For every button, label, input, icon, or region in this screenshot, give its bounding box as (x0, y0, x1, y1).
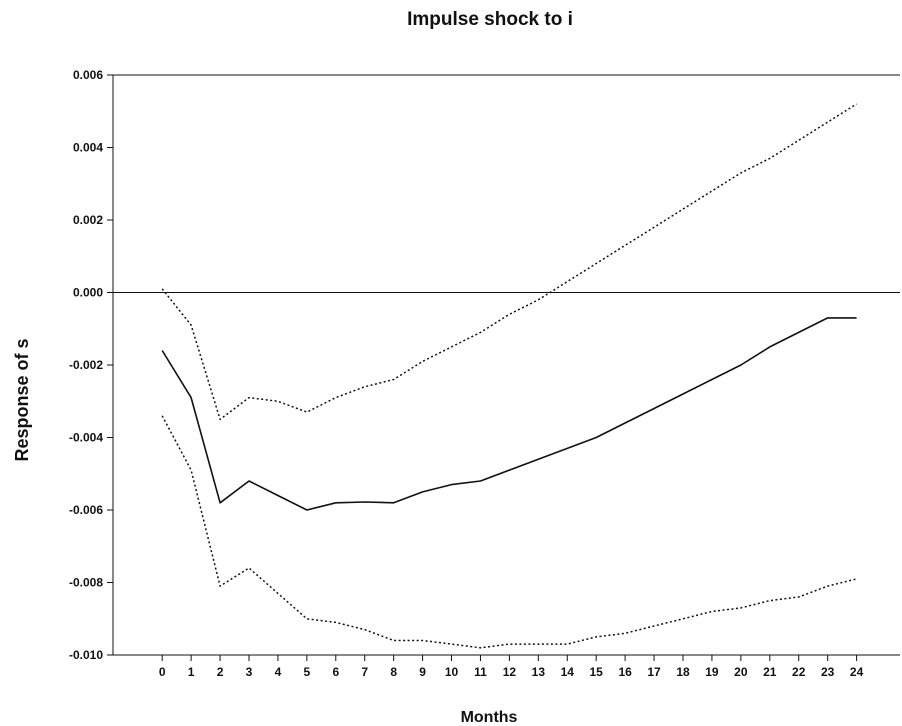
chart-title: Impulse shock to i (407, 9, 573, 30)
x-tick-label: 18 (676, 665, 690, 679)
x-tick-label: 11 (474, 665, 487, 679)
x-tick-label: 21 (763, 665, 777, 679)
axes: 0.006 0.004 0.002 0.000 -0.002 -0.004 -0.006 -0… (69, 68, 900, 679)
x-tick-label: 10 (445, 665, 459, 679)
x-tick-label: 13 (532, 665, 546, 679)
series-upper-band (161, 103, 857, 421)
y-axis-label: Response of s (12, 338, 32, 461)
y-tick-label: 0.000 (73, 286, 103, 300)
series-layer (161, 103, 857, 649)
y-tick-label: -0.006 (69, 503, 103, 517)
x-tick-label: 0 (159, 665, 166, 679)
x-tick-label: 19 (705, 665, 719, 679)
x-tick-label: 23 (821, 665, 835, 679)
x-tick-label: 22 (792, 665, 806, 679)
y-tick-label: 0.004 (73, 141, 103, 155)
x-tick-label: 1 (188, 665, 195, 679)
x-tick-label: 15 (590, 665, 604, 679)
y-tick-label: -0.004 (69, 431, 103, 445)
x-tick-label: 12 (503, 665, 517, 679)
series-lower-band (161, 415, 857, 649)
x-tick-label: 20 (734, 665, 748, 679)
y-tick-label: 0.006 (73, 68, 103, 82)
x-tick-label: 16 (618, 665, 632, 679)
y-tick-label: -0.010 (69, 648, 103, 662)
x-tick-label: 6 (332, 665, 339, 679)
y-tick-label: 0.002 (73, 213, 103, 227)
x-axis-label: Months (461, 709, 518, 726)
x-tick-label: 14 (561, 665, 575, 679)
x-tick-label: 8 (390, 665, 397, 679)
x-tick-label: 9 (419, 665, 426, 679)
x-tick-label: 4 (275, 665, 282, 679)
y-tick-label: -0.008 (69, 576, 103, 590)
x-tick-label: 7 (361, 665, 368, 679)
y-tick-label: -0.002 (69, 358, 103, 372)
x-tick-label: 2 (217, 665, 224, 679)
x-tick-label: 3 (246, 665, 253, 679)
x-tick-label: 24 (850, 665, 864, 679)
x-tick-label: 17 (647, 665, 661, 679)
x-tick-label: 5 (304, 665, 311, 679)
series-response-line (161, 317, 857, 511)
